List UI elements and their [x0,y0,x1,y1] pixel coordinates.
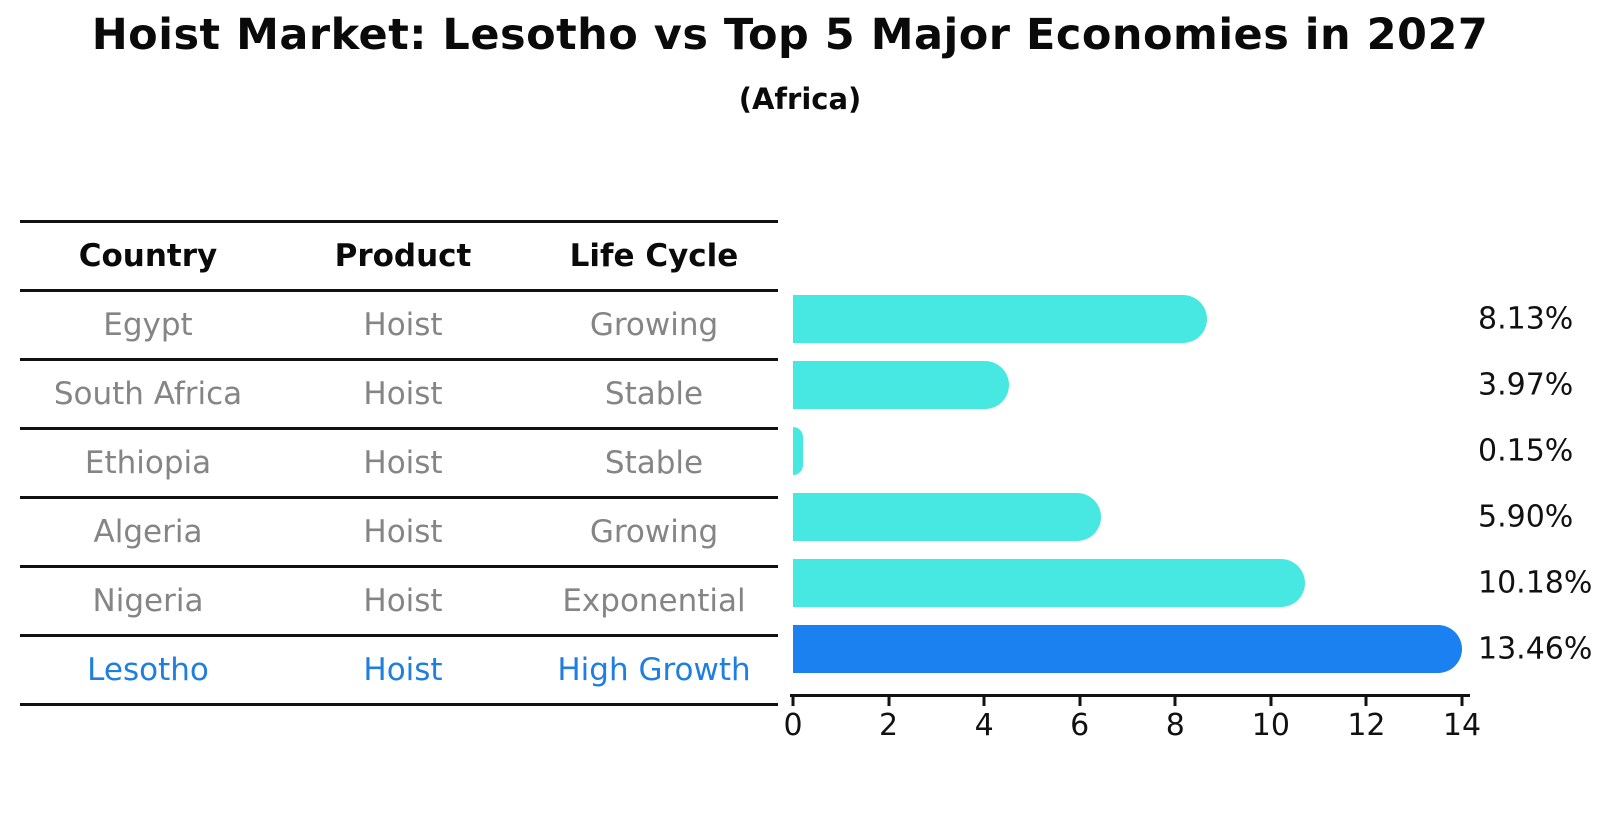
table-row-egypt: Egypt Hoist Growing [20,292,778,361]
bar-south-africa [793,361,1009,409]
bar-algeria [793,493,1101,541]
product-cell: Hoist [363,445,443,481]
x-axis-tick-label: 2 [879,708,899,743]
table-row-nigeria: Nigeria Hoist Exponential [20,568,778,637]
bar-nigeria [793,559,1306,607]
product-cell: Hoist [363,583,443,619]
table-header-row: Country Product Life Cycle [20,220,778,292]
x-axis-tick-mark [1269,694,1273,706]
country-cell: South Africa [53,376,243,412]
x-axis-tick-mark [982,694,986,706]
table-row-ethiopia: Ethiopia Hoist Stable [20,430,778,499]
x-axis-tick-label: 12 [1347,708,1386,743]
life-cycle-cell: High Growth [557,652,751,688]
country-cell: Nigeria [92,583,204,619]
chart-subtitle: (Africa) [738,82,862,116]
value-label-nigeria: 10.18% [1478,565,1593,601]
value-label-egypt: 8.13% [1478,301,1574,337]
value-label-lesotho: 13.46% [1478,631,1593,667]
country-table: Country Product Life Cycle Egypt Hoist G… [20,220,778,706]
value-label-south-africa: 3.97% [1478,367,1574,403]
life-cycle-cell: Stable [604,445,704,481]
product-cell: Hoist [363,514,443,550]
column-header-product: Product [334,238,472,274]
life-cycle-cell: Growing [589,307,719,343]
country-cell: Egypt [103,307,193,343]
x-axis-tick-mark [1173,694,1177,706]
life-cycle-cell: Exponential [562,583,746,619]
x-axis-tick-mark [1364,694,1368,706]
country-cell: Algeria [93,514,203,550]
x-axis-line [790,694,1470,697]
product-cell: Hoist [363,307,443,343]
life-cycle-cell: Stable [604,376,704,412]
x-axis-tick-label: 10 [1251,708,1290,743]
column-header-life-cycle: Life Cycle [569,238,739,274]
product-cell: Hoist [363,376,443,412]
life-cycle-cell: Growing [589,514,719,550]
x-axis-tick-mark [1078,694,1082,706]
x-axis-tick-label: 0 [783,708,803,743]
x-axis-tick-label: 6 [1070,708,1090,743]
table-row-lesotho: Lesotho Hoist High Growth [20,637,778,706]
table-row-algeria: Algeria Hoist Growing [20,499,778,568]
bar-egypt [793,295,1208,343]
x-axis-tick-mark [887,694,891,706]
product-cell: Hoist [363,652,443,688]
x-axis-tick-label: 8 [1165,708,1185,743]
x-axis-tick-mark [791,694,795,706]
x-axis-tick-label: 14 [1442,708,1482,743]
bar-lesotho [793,625,1463,673]
value-label-algeria: 5.90% [1478,499,1574,535]
column-header-country: Country [78,238,218,274]
country-cell: Lesotho [87,652,209,688]
value-label-ethiopia: 0.15% [1478,433,1574,469]
chart-title: Hoist Market: Lesotho vs Top 5 Major Eco… [91,10,1489,60]
country-cell: Ethiopia [84,445,212,481]
bar-ethiopia [793,427,804,475]
table-row-south-africa: South Africa Hoist Stable [20,361,778,430]
x-axis-tick-label: 4 [974,708,994,743]
x-axis-tick-mark [1460,694,1464,706]
